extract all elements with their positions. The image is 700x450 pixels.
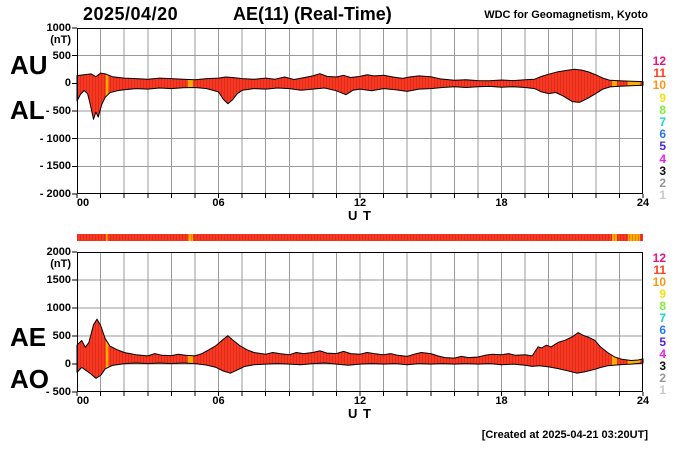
station-count-7: 7: [659, 115, 666, 129]
status-strip-segment: [611, 234, 618, 241]
status-strip-segment: [105, 234, 109, 241]
y-tick-label: 1000: [46, 22, 71, 34]
station-count-8: 8: [659, 299, 666, 313]
x-tick-label: 24: [636, 197, 650, 209]
x-tick-label: 12: [353, 395, 367, 407]
station-count-5: 5: [659, 139, 666, 154]
series-label-ae: AE: [10, 322, 47, 352]
series-label-ao: AO: [10, 364, 49, 394]
y-axis-unit: (nT): [50, 34, 71, 46]
y-tick-label: - 1500: [39, 160, 71, 173]
station-count-6: 6: [659, 323, 666, 337]
series-label-au: AU: [10, 50, 48, 80]
y-tick-label: 0: [64, 77, 71, 90]
station-count-10: 10: [652, 275, 666, 289]
y-tick-label: - 1000: [39, 132, 71, 145]
y-tick-label: 1500: [46, 274, 71, 286]
station-count-3: 3: [659, 359, 666, 373]
y-tick-label: 1000: [46, 302, 71, 314]
station-count-9: 9: [659, 90, 666, 105]
station-count-7: 7: [659, 311, 666, 325]
x-tick-label: 06: [212, 395, 225, 407]
x-tick-label: 24: [636, 395, 650, 407]
station-count-5: 5: [659, 335, 666, 349]
x-tick-label: 18: [495, 395, 508, 407]
station-count-2: 2: [659, 176, 666, 190]
station-count-9: 9: [659, 287, 666, 301]
status-strip-segment: [627, 234, 641, 241]
y-axis-unit: (nT): [50, 258, 71, 270]
y-tick-label: 500: [52, 49, 71, 62]
station-count-6: 6: [659, 127, 666, 142]
x-tick-label: 12: [353, 197, 367, 209]
top-panel-chart-au-al: [72, 27, 644, 198]
y-tick-label: - 500: [45, 386, 71, 398]
station-count-11: 11: [653, 263, 666, 277]
station-count-4: 4: [659, 347, 666, 361]
y-tick-label: 2000: [46, 246, 71, 258]
organization-credit: WDC for Geomagnetism, Kyoto: [484, 9, 648, 21]
station-count-8: 8: [659, 102, 666, 117]
y-tick-label: - 2000: [39, 188, 71, 200]
station-status-strip: [77, 234, 643, 241]
y-tick-label: - 500: [45, 105, 71, 117]
y-tick-label: 0: [64, 358, 71, 370]
station-count-2: 2: [659, 371, 666, 385]
station-count-3: 3: [659, 163, 666, 178]
plot-title: AE(11) (Real-Time): [233, 4, 392, 24]
station-count-1: 1: [659, 383, 666, 397]
station-count-1: 1: [659, 188, 666, 203]
station-count-12: 12: [652, 54, 666, 68]
station-count-4: 4: [659, 151, 666, 166]
created-timestamp: [Created at 2025-04-21 03:20UT]: [481, 429, 648, 441]
station-count-10: 10: [652, 78, 666, 93]
station-count-11: 11: [653, 66, 666, 81]
station-count-12: 12: [652, 251, 666, 265]
x-tick-label: 00: [76, 197, 90, 209]
x-tick-label: 00: [76, 395, 90, 407]
plot-date: 2025/04/20: [83, 4, 179, 24]
x-tick-label: 18: [495, 197, 508, 209]
x-axis-label: U T: [348, 208, 372, 223]
y-tick-label: 500: [52, 330, 71, 342]
bottom-panel-chart-ae-ao: [72, 251, 644, 396]
x-tick-label: 06: [212, 197, 225, 209]
status-strip-segment: [187, 234, 194, 241]
series-label-al: AL: [10, 95, 45, 125]
x-axis-label: U T: [348, 406, 372, 421]
